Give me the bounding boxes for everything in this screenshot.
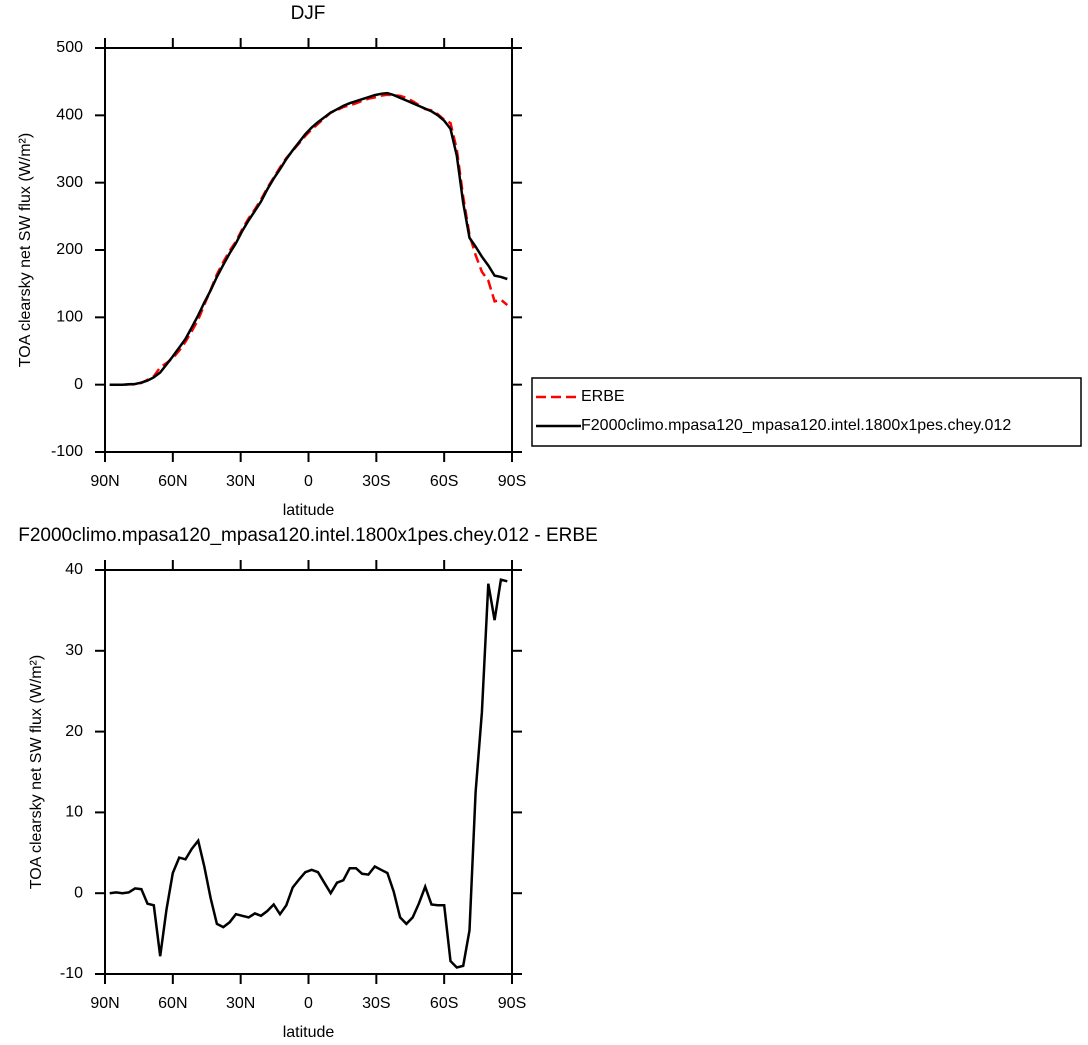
x-tick-label: 60N	[158, 473, 187, 490]
y-axis-label: TOA clearsky net SW flux (W/m²)	[28, 655, 45, 889]
x-tick-label: 90N	[90, 995, 119, 1012]
y-tick-label: -10	[60, 965, 83, 982]
legend-label: ERBE	[581, 388, 625, 405]
x-tick-label: 90S	[498, 473, 526, 490]
y-tick-label: 0	[74, 376, 83, 393]
data-line	[109, 91, 508, 386]
x-tick-label: 30N	[226, 995, 255, 1012]
y-tick-label: 500	[56, 39, 83, 56]
y-tick-label: 40	[65, 561, 83, 578]
x-tick-label: 30S	[362, 473, 390, 490]
x-tick-label: 90S	[498, 995, 526, 1012]
y-tick-label: 0	[74, 884, 83, 901]
x-tick-label: 60S	[430, 473, 458, 490]
x-tick-label: 90N	[90, 473, 119, 490]
y-tick-label: -100	[51, 443, 83, 460]
x-tick-label: 30N	[226, 473, 255, 490]
x-tick-label: 0	[304, 995, 313, 1012]
data-line	[109, 578, 508, 969]
y-axis-label: TOA clearsky net SW flux (W/m²)	[17, 133, 34, 367]
y-tick-label: 200	[56, 241, 83, 258]
x-tick-label: 0	[304, 473, 313, 490]
y-tick-label: 10	[65, 804, 83, 821]
data-line	[109, 93, 509, 386]
legend-box	[531, 377, 1082, 447]
chart-title: DJF	[291, 3, 326, 24]
chart-title: F2000climo.mpasa120_mpasa120.intel.1800x…	[18, 525, 598, 546]
x-tick-label: 60S	[430, 995, 458, 1012]
legend-label: F2000climo.mpasa120_mpasa120.intel.1800x…	[581, 417, 1011, 434]
x-axis-label: latitude	[283, 1024, 335, 1041]
y-tick-label: 400	[56, 107, 83, 124]
plot-frame	[104, 47, 513, 453]
y-tick-label: 30	[65, 642, 83, 659]
y-tick-label: 20	[65, 723, 83, 740]
x-tick-label: 30S	[362, 995, 390, 1012]
x-tick-label: 60N	[158, 995, 187, 1012]
y-tick-label: 300	[56, 174, 83, 191]
x-axis-label: latitude	[283, 502, 335, 519]
y-tick-label: 100	[56, 309, 83, 326]
plot-frame	[104, 569, 513, 975]
